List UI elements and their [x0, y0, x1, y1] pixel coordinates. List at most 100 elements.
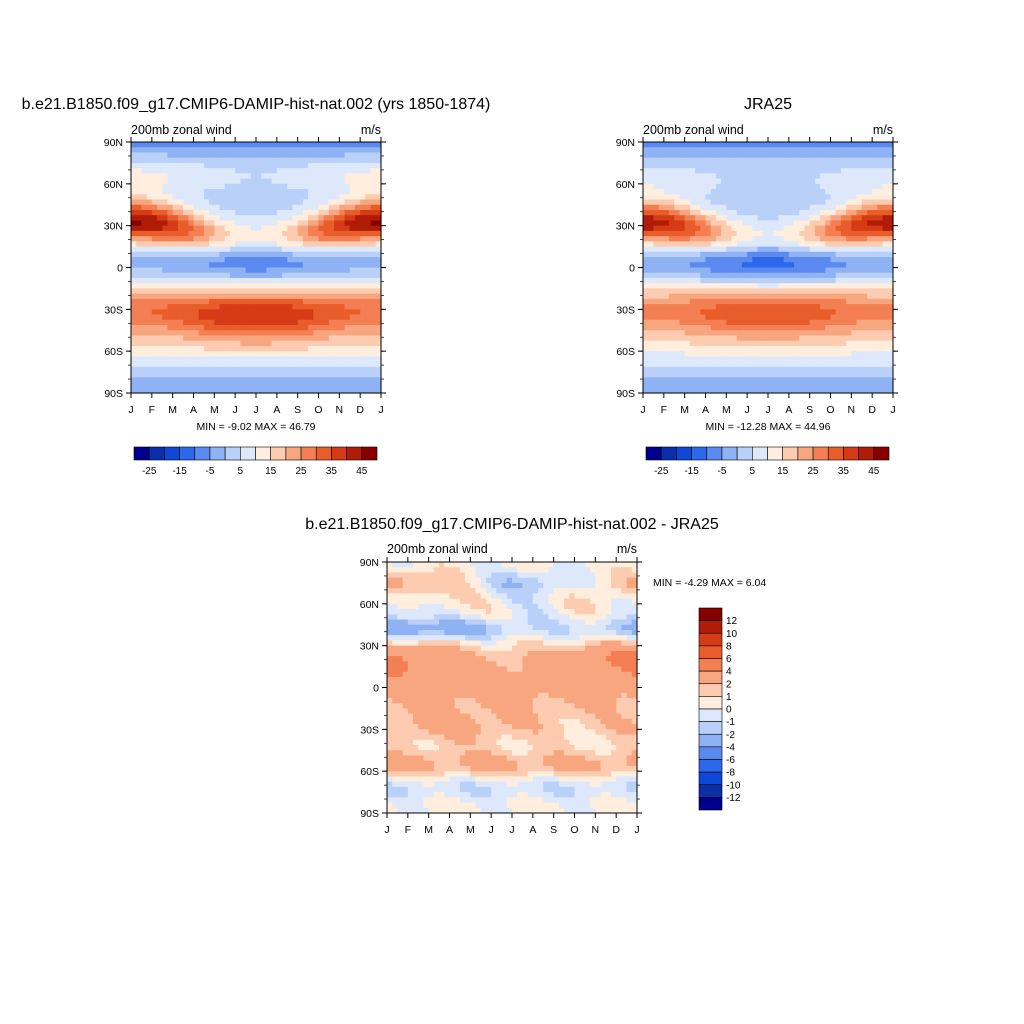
- heatmap-cell: [177, 194, 184, 201]
- heatmap-cell: [162, 361, 169, 368]
- heatmap-cell: [219, 152, 226, 159]
- heatmap-cell: [872, 330, 878, 337]
- heatmap-cell: [203, 241, 210, 248]
- heatmap-cell: [835, 215, 842, 222]
- heatmap-cell: [825, 157, 832, 164]
- heatmap-cell: [830, 262, 837, 269]
- heatmap-cell: [375, 267, 382, 274]
- heatmap-cell: [794, 178, 800, 185]
- heatmap-cell: [292, 220, 299, 227]
- heatmap-cell: [365, 157, 372, 164]
- heatmap-cell: [146, 283, 153, 290]
- heatmap-cell: [679, 356, 686, 363]
- heatmap-cell: [339, 387, 346, 394]
- heatmap-cell: [736, 387, 743, 394]
- heatmap-cell: [778, 209, 785, 216]
- heatmap-cell: [214, 168, 221, 174]
- heatmap-cell: [157, 319, 163, 326]
- heatmap-cell: [172, 267, 179, 274]
- heatmap-cell: [788, 372, 795, 378]
- heatmap-cell: [167, 230, 174, 237]
- heatmap-cell: [877, 183, 884, 190]
- heatmap-cell: [308, 325, 314, 331]
- heatmap-cell: [375, 246, 382, 253]
- heatmap-cell: [846, 183, 852, 190]
- heatmap-cell: [172, 199, 179, 206]
- heatmap-cell: [334, 293, 340, 300]
- heatmap-cell: [302, 288, 309, 295]
- heatmap-cell: [538, 572, 544, 579]
- heatmap-cell: [788, 366, 795, 373]
- heatmap-cell: [365, 351, 372, 357]
- heatmap-cell: [872, 215, 878, 222]
- heatmap-cell: [240, 230, 247, 237]
- heatmap-cell: [721, 215, 727, 222]
- heatmap-cell: [297, 272, 304, 279]
- heatmap-cell: [689, 330, 696, 337]
- heatmap-cell: [370, 309, 377, 316]
- heatmap-cell: [747, 246, 753, 253]
- heatmap-cell: [643, 225, 649, 232]
- heatmap-cell: [788, 288, 795, 295]
- heatmap-cell: [141, 298, 148, 305]
- heatmap-cell: [162, 142, 169, 148]
- heatmap-cell: [715, 189, 722, 195]
- heatmap-cell: [710, 199, 717, 206]
- heatmap-cell: [318, 361, 325, 368]
- heatmap-cell: [721, 314, 727, 321]
- heatmap-cell: [710, 314, 717, 321]
- heatmap-cell: [768, 387, 774, 394]
- heatmap-cell: [375, 262, 382, 269]
- heatmap-cell: [825, 372, 832, 378]
- heatmap-cell: [643, 356, 649, 363]
- heatmap-cell: [814, 330, 821, 337]
- heatmap-cell: [887, 345, 894, 352]
- heatmap-cell: [313, 204, 320, 211]
- heatmap-cell: [851, 309, 858, 316]
- heatmap-cell: [131, 230, 137, 237]
- heatmap-cell: [856, 162, 863, 169]
- heatmap-cell: [773, 225, 780, 232]
- heatmap-cell: [360, 178, 366, 185]
- heatmap-cell: [689, 298, 696, 305]
- heatmap-cell: [872, 262, 878, 269]
- heatmap-cell: [162, 152, 169, 159]
- heatmap-cell: [747, 157, 753, 164]
- heatmap-cell: [809, 293, 816, 300]
- heatmap-cell: [162, 288, 169, 295]
- heatmap-cell: [287, 283, 294, 290]
- heatmap-cell: [794, 288, 800, 295]
- heatmap-cell: [866, 319, 873, 326]
- heatmap-cell: [731, 319, 738, 326]
- heatmap-cell: [282, 257, 288, 263]
- x-tick-label: J: [765, 404, 770, 416]
- heatmap-cell: [313, 293, 320, 300]
- heatmap-cell: [809, 147, 816, 154]
- heatmap-cell: [736, 351, 743, 357]
- heatmap-cell: [162, 267, 169, 274]
- heatmap-cell: [131, 298, 137, 305]
- heatmap-cell: [354, 220, 361, 227]
- heatmap-cell: [334, 356, 340, 363]
- heatmap-cell: [172, 351, 179, 357]
- heatmap-cell: [794, 230, 800, 237]
- heatmap-cell: [830, 209, 837, 216]
- heatmap-cell: [167, 319, 174, 326]
- heatmap-cell: [752, 246, 759, 253]
- heatmap-cell: [313, 152, 320, 159]
- heatmap-cell: [887, 361, 894, 368]
- colorbar-label: 15: [265, 466, 277, 477]
- heatmap-cell: [851, 199, 858, 206]
- heatmap-cell: [658, 251, 665, 258]
- heatmap-cell: [308, 241, 314, 248]
- heatmap-cell: [282, 283, 288, 290]
- heatmap-cell: [715, 183, 722, 190]
- heatmap-cell: [151, 157, 158, 164]
- heatmap-cell: [141, 168, 148, 174]
- heatmap-cell: [669, 251, 675, 258]
- heatmap-cell: [747, 298, 753, 305]
- heatmap-cell: [783, 204, 790, 211]
- heatmap-cell: [141, 147, 148, 154]
- heatmap-cell: [250, 377, 257, 384]
- heatmap-cell: [183, 241, 189, 248]
